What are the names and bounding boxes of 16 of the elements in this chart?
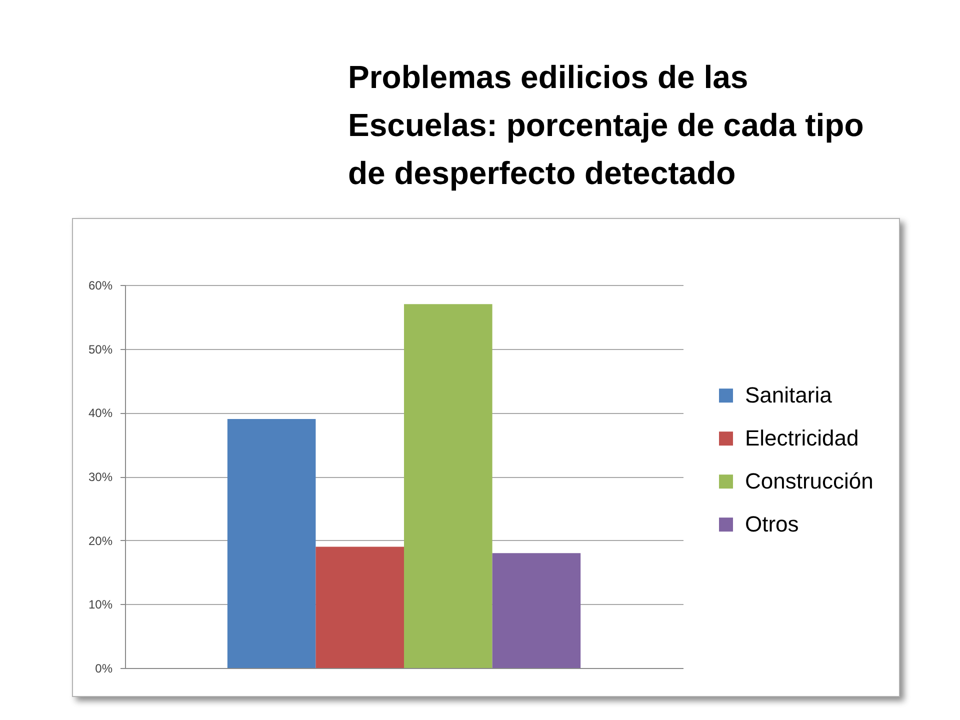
y-tick-label: 60% (88, 278, 113, 292)
bar (404, 304, 492, 668)
bar (316, 546, 404, 668)
y-tick-label: 10% (88, 598, 113, 612)
legend-label: Sanitaria (745, 382, 833, 408)
y-tick-label: 30% (88, 470, 113, 484)
legend-label: Otros (745, 512, 799, 537)
y-tick-label: 50% (88, 342, 113, 356)
bar (227, 419, 316, 668)
chart-title: Problemas edilicios de las Escuelas: porcentaje de cada tipo de desperfecto detectado (348, 58, 865, 193)
legend-label: Electricidad (745, 426, 859, 451)
bar (492, 553, 581, 668)
y-tick-label: 20% (88, 534, 113, 548)
legend-label: Construcción (745, 468, 874, 494)
y-tick-label: 40% (88, 406, 113, 420)
y-tick-label: 0% (95, 662, 113, 676)
